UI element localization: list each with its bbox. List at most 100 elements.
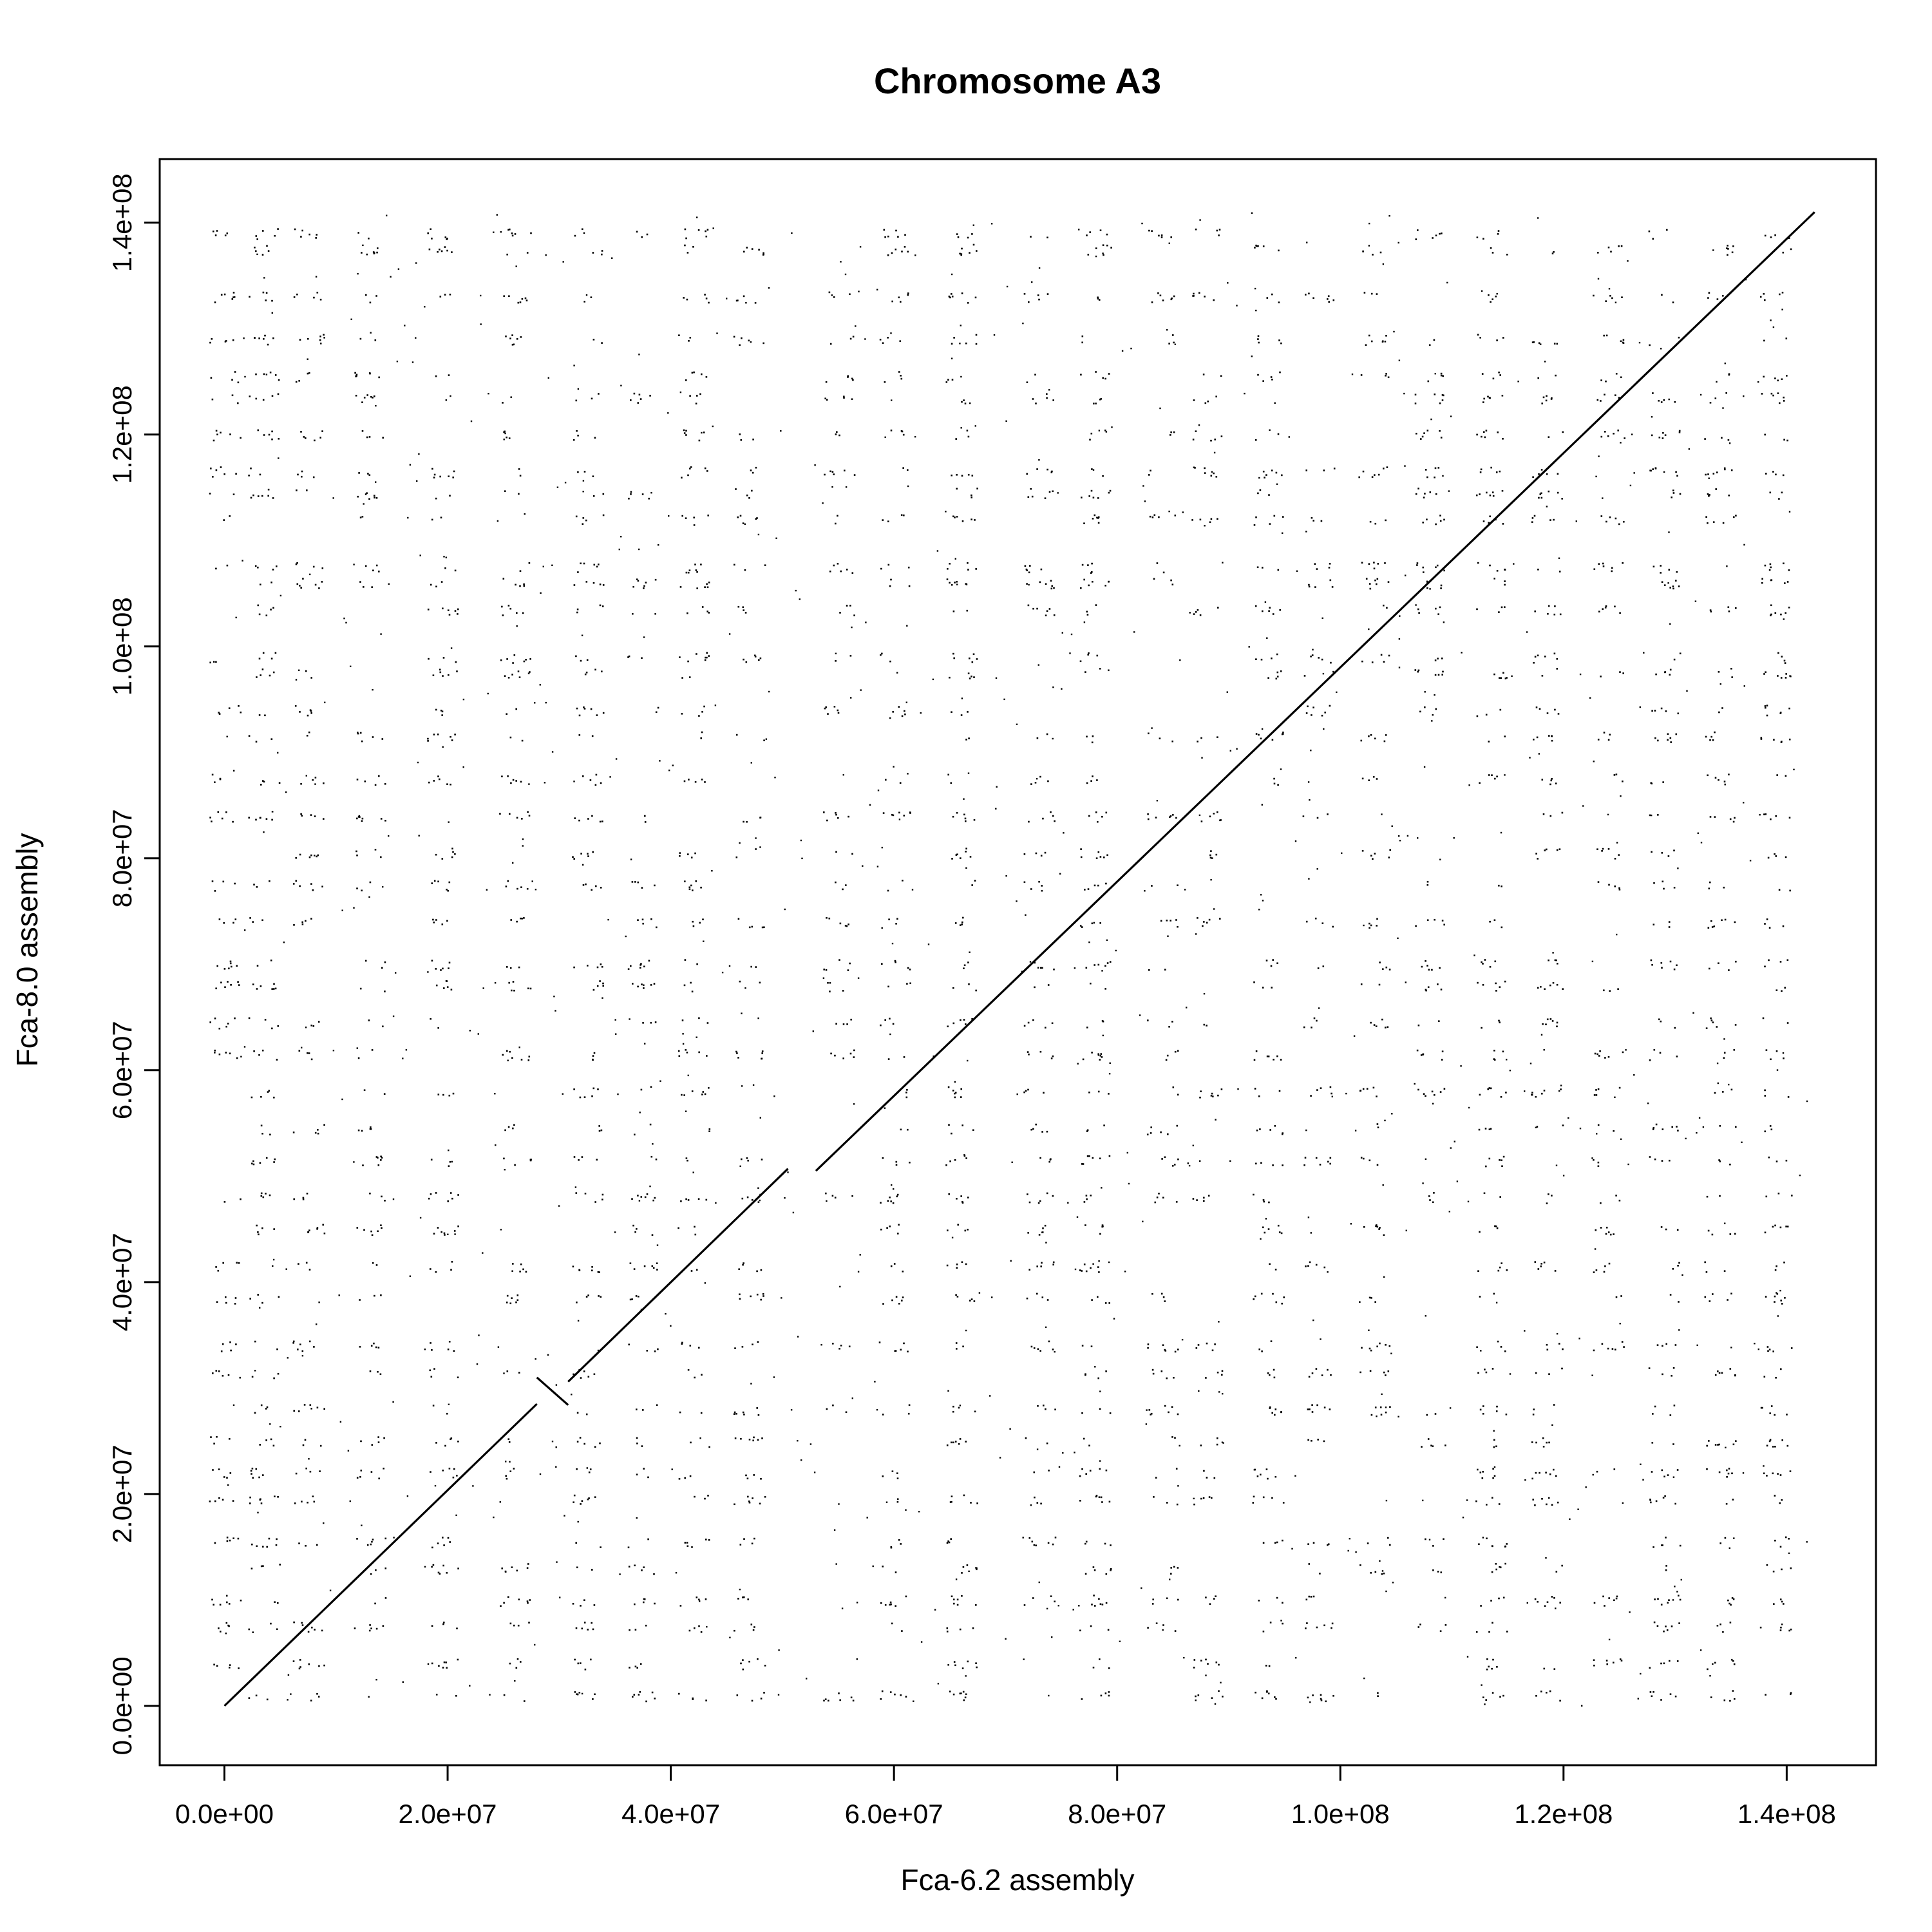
repeat-match-point (377, 247, 379, 249)
repeat-match-point (1549, 1473, 1551, 1475)
repeat-match-point (1321, 1374, 1323, 1376)
repeat-match-point (1255, 1050, 1258, 1052)
repeat-match-point (954, 1092, 956, 1095)
repeat-match-point (644, 821, 647, 823)
repeat-match-point (470, 420, 473, 422)
repeat-match-point (1381, 1018, 1383, 1021)
repeat-match-point (1594, 1052, 1596, 1055)
repeat-match-point (222, 1375, 224, 1377)
repeat-match-point (1176, 1503, 1179, 1506)
repeat-match-point (1036, 1448, 1039, 1450)
repeat-match-point (1399, 840, 1401, 842)
repeat-match-point (1597, 1161, 1600, 1164)
repeat-match-point (1774, 1301, 1776, 1303)
repeat-match-point (274, 374, 277, 376)
repeat-match-point (1768, 1349, 1771, 1350)
repeat-match-point (1785, 337, 1788, 339)
repeat-match-point (446, 1412, 448, 1415)
repeat-match-point (685, 430, 687, 432)
repeat-match-point (1255, 1691, 1256, 1694)
repeat-match-point (232, 922, 234, 924)
repeat-match-point (355, 395, 357, 397)
repeat-match-point (1381, 1573, 1383, 1575)
repeat-match-point (444, 246, 446, 248)
repeat-match-point (1025, 568, 1028, 571)
repeat-match-point (418, 453, 420, 455)
repeat-match-point (1505, 1092, 1507, 1094)
repeat-match-point (744, 612, 747, 614)
repeat-match-point (1555, 1475, 1557, 1477)
repeat-match-point (1212, 1095, 1214, 1097)
repeat-match-point (1204, 296, 1206, 298)
repeat-match-point (961, 520, 964, 522)
repeat-match-point (1660, 1699, 1662, 1701)
repeat-match-point (1311, 654, 1314, 656)
repeat-match-point (1321, 714, 1323, 717)
repeat-match-point (301, 1355, 304, 1357)
repeat-match-point (1397, 1416, 1399, 1417)
repeat-match-point (1210, 518, 1213, 520)
repeat-match-point (1195, 1347, 1198, 1349)
repeat-match-point (361, 252, 363, 254)
repeat-match-point (1702, 1126, 1705, 1128)
repeat-match-point (308, 233, 310, 236)
repeat-match-point (1735, 515, 1737, 516)
repeat-match-point (382, 1025, 384, 1028)
repeat-match-point (904, 234, 906, 236)
repeat-match-point (972, 224, 974, 226)
repeat-match-point (1371, 661, 1374, 663)
repeat-match-point (1764, 965, 1766, 968)
repeat-match-point (892, 1023, 895, 1025)
chart-title: Chromosome A3 (874, 61, 1161, 101)
repeat-match-point (1109, 489, 1112, 492)
repeat-match-point (256, 988, 258, 990)
repeat-match-point (510, 919, 512, 921)
repeat-match-point (1218, 1663, 1220, 1666)
repeat-match-point (1104, 1542, 1106, 1545)
repeat-match-point (231, 394, 234, 397)
repeat-match-point (1734, 1233, 1736, 1235)
repeat-match-point (575, 399, 578, 402)
repeat-match-point (1561, 811, 1564, 814)
repeat-match-point (1786, 1444, 1789, 1447)
repeat-match-point (1320, 1087, 1322, 1089)
repeat-match-point (1030, 1504, 1032, 1506)
repeat-match-point (651, 1265, 654, 1267)
repeat-match-point (1262, 610, 1264, 612)
repeat-match-point (1492, 1468, 1494, 1470)
repeat-match-point (1104, 988, 1106, 990)
repeat-match-point (952, 1598, 955, 1600)
repeat-match-point (843, 395, 845, 398)
repeat-match-point (217, 1269, 220, 1272)
repeat-match-point (1651, 782, 1653, 784)
repeat-match-point (381, 738, 384, 740)
repeat-match-point (1170, 298, 1173, 301)
repeat-match-point (833, 1529, 836, 1531)
repeat-match-point (469, 1030, 471, 1032)
repeat-match-point (1281, 1302, 1283, 1305)
repeat-match-point (442, 746, 444, 748)
repeat-match-point (1478, 1128, 1481, 1131)
repeat-match-point (1653, 1126, 1655, 1129)
repeat-match-point (752, 1497, 753, 1499)
repeat-match-point (1310, 1232, 1312, 1234)
repeat-match-point (355, 374, 358, 376)
repeat-match-point (1266, 1691, 1268, 1693)
repeat-match-point (516, 612, 518, 614)
repeat-match-point (1203, 992, 1206, 995)
repeat-match-point (1030, 1128, 1032, 1131)
repeat-match-point (299, 711, 301, 713)
repeat-match-point (1148, 732, 1150, 735)
repeat-match-point (1307, 781, 1310, 783)
repeat-match-point (1785, 677, 1787, 679)
repeat-match-point (1600, 435, 1603, 438)
repeat-match-point (1148, 969, 1150, 971)
repeat-match-point (1200, 1444, 1202, 1446)
repeat-match-point (578, 819, 580, 822)
repeat-match-point (967, 1197, 969, 1198)
repeat-match-point (1698, 1117, 1701, 1119)
repeat-match-point (301, 923, 304, 925)
repeat-match-point (735, 856, 738, 858)
repeat-match-point (1553, 652, 1556, 655)
repeat-match-point (1391, 1113, 1393, 1115)
